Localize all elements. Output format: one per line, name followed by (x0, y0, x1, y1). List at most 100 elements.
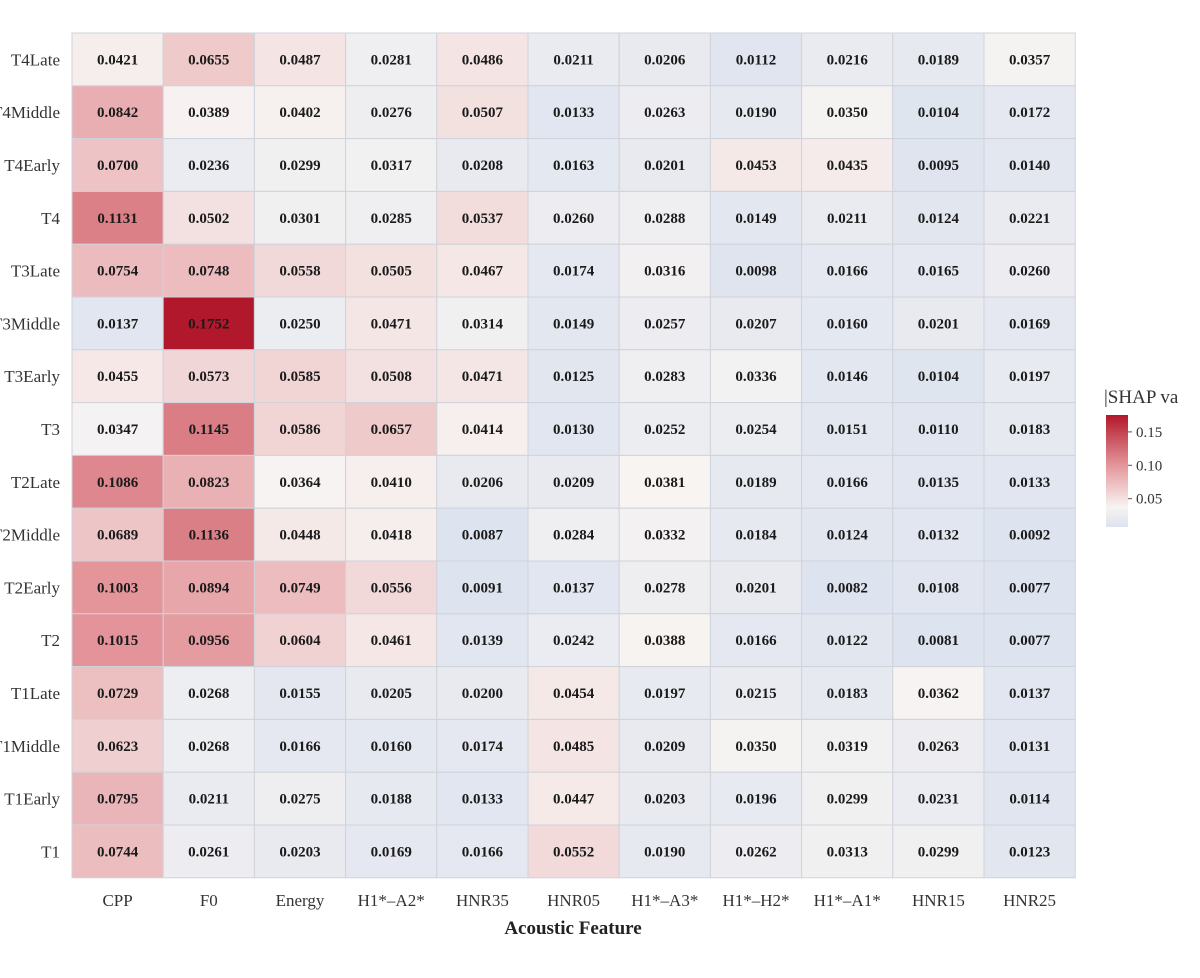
heatmap-cell (709, 85, 803, 140)
heatmap-cell (253, 190, 347, 245)
heatmap-cell (436, 190, 529, 245)
cell-value-label: 0.0744 (97, 844, 139, 860)
cell-value-label: 0.0299 (918, 844, 959, 860)
cell-value-label: 0.0104 (918, 369, 960, 385)
cell-value-label: 0.0197 (644, 686, 686, 702)
heatmap-cell (162, 32, 255, 87)
cell-value-label: 0.0112 (736, 52, 776, 68)
heatmap-cell (801, 243, 894, 298)
cell-value-label: 0.0301 (279, 211, 320, 227)
cell-value-label: 0.0135 (918, 475, 959, 491)
cell-value-label: 0.0149 (553, 316, 594, 332)
heatmap-cell (618, 824, 711, 879)
cell-value-label: 0.0414 (462, 422, 504, 438)
heatmap-cell (345, 718, 438, 773)
cell-value-label: 0.0174 (553, 264, 595, 280)
heatmap-cell (436, 243, 529, 298)
heatmap-cell (527, 85, 620, 140)
y-tick-label: T4 (41, 209, 60, 228)
cell-value-label: 0.0508 (371, 369, 412, 385)
heatmap-cell (801, 296, 894, 351)
heatmap-cell (892, 454, 985, 509)
heatmap-cell (618, 190, 711, 245)
heatmap-cell (71, 296, 164, 351)
heatmap-cell (709, 560, 803, 615)
heatmap-cell (253, 666, 347, 720)
cell-value-label: 0.1145 (189, 422, 229, 438)
cell-value-label: 0.0123 (1009, 844, 1050, 860)
heatmap-cell (527, 718, 620, 773)
heatmap-cell (253, 349, 347, 404)
heatmap-cell (618, 85, 711, 140)
cell-value-label: 0.0166 (735, 633, 777, 649)
heatmap-cell (709, 32, 803, 87)
cell-value-label: 0.0133 (462, 792, 503, 808)
heatmap-cell (801, 190, 894, 245)
cell-value-label: 0.0389 (188, 105, 229, 121)
cell-value-label: 0.0114 (1009, 792, 1050, 808)
cell-value-label: 0.0188 (371, 792, 412, 808)
cell-value-label: 0.0823 (188, 475, 229, 491)
cell-value-label: 0.0137 (1009, 686, 1051, 702)
cell-value-label: 0.0172 (1009, 105, 1050, 121)
heatmap-cell (618, 613, 711, 668)
y-tick-label: T3Early (4, 367, 60, 386)
heatmap-cell (709, 507, 803, 562)
heatmap-cell (436, 402, 529, 456)
heatmap-cell (983, 138, 1076, 192)
heatmap-cell (709, 349, 803, 404)
heatmap-cell (162, 349, 255, 404)
heatmap-cell (527, 402, 620, 456)
cell-value-label: 0.0208 (462, 158, 503, 174)
heatmap-cell (983, 824, 1076, 879)
cell-value-label: 0.0174 (462, 739, 504, 755)
heatmap-cell (983, 243, 1076, 298)
cell-value-label: 0.0573 (188, 369, 229, 385)
cell-value-label: 0.0402 (279, 105, 320, 121)
cell-value-label: 0.0336 (735, 369, 777, 385)
heatmap-cells: 0.0421 0.0655 0.0487 0.0281 0.0486 0.0211 0.02… (71, 32, 1076, 879)
heatmap-cell (983, 85, 1076, 140)
cell-value-label: 0.0184 (735, 528, 777, 544)
heatmap-cell (709, 771, 803, 826)
cell-value-label: 0.0091 (462, 580, 503, 596)
heatmap-cell (436, 138, 529, 192)
cell-value-label: 0.0418 (371, 528, 412, 544)
cell-value-label: 0.0507 (462, 105, 504, 121)
heatmap-cell (983, 349, 1076, 404)
cell-value-label: 0.0262 (735, 844, 776, 860)
cell-value-label: 0.0082 (827, 580, 868, 596)
cell-value-label: 0.0140 (1009, 158, 1050, 174)
heatmap-cell (253, 138, 347, 192)
cell-value-label: 0.0556 (371, 580, 413, 596)
cell-value-label: 0.0166 (279, 739, 321, 755)
heatmap-cell (801, 138, 894, 192)
heatmap-cell (983, 771, 1076, 826)
x-tick-label: HNR05 (547, 891, 600, 910)
cell-value-label: 0.0125 (553, 369, 594, 385)
heatmap-cell (162, 824, 255, 879)
cell-value-label: 0.0623 (97, 739, 138, 755)
cell-value-label: 0.0585 (279, 369, 320, 385)
y-tick-label: T3Late (11, 262, 60, 281)
cell-value-label: 0.0189 (918, 52, 959, 68)
cell-value-label: 0.1752 (188, 316, 229, 332)
cell-value-label: 0.0586 (279, 422, 321, 438)
cell-value-label: 0.0098 (735, 264, 776, 280)
heatmap-cell (709, 402, 803, 456)
cell-value-label: 0.0139 (462, 633, 503, 649)
heatmap-cell (618, 771, 711, 826)
heatmap-cell (436, 560, 529, 615)
heatmap-cell (71, 613, 164, 668)
cell-value-label: 0.0201 (644, 158, 685, 174)
cell-value-label: 0.0268 (188, 686, 229, 702)
heatmap-cell (162, 613, 255, 668)
y-tick-label: T2Middle (0, 526, 60, 545)
cell-value-label: 0.0689 (97, 528, 138, 544)
cell-value-label: 0.0190 (735, 105, 776, 121)
cell-value-label: 0.0261 (188, 844, 229, 860)
heatmap-cell (892, 402, 985, 456)
heatmap-cell (801, 349, 894, 404)
heatmap-cell (618, 243, 711, 298)
cell-value-label: 0.0471 (371, 316, 412, 332)
